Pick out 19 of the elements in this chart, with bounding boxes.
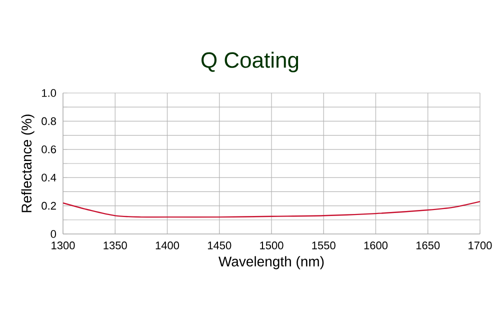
x-axis-title: Wavelength (nm)	[218, 256, 324, 270]
chart-title: Q Coating	[202, 52, 298, 72]
x-tick-label: 1500	[260, 242, 284, 250]
y-tick-label: 0.6	[42, 146, 56, 154]
x-tick-label: 1350	[104, 242, 127, 250]
x-tick-label: 1700	[468, 242, 492, 250]
x-tick-label: 1550	[312, 242, 336, 250]
x-tick-label: 1450	[208, 242, 232, 250]
y-axis-title: Reflectance (%)	[21, 114, 34, 212]
x-tick-label: 1650	[416, 242, 440, 250]
y-tick-label: 0.2	[42, 202, 56, 210]
y-tick-label: 0	[50, 230, 56, 238]
x-tick-label: 1600	[364, 242, 388, 250]
y-tick-label: 0.8	[42, 117, 56, 126]
line-series	[63, 200, 480, 218]
x-tick-label: 1400	[156, 242, 180, 250]
y-tick-label: 1.0	[42, 89, 56, 97]
x-tick-label: 1300	[52, 242, 75, 250]
y-tick-label: 0.4	[42, 174, 56, 182]
